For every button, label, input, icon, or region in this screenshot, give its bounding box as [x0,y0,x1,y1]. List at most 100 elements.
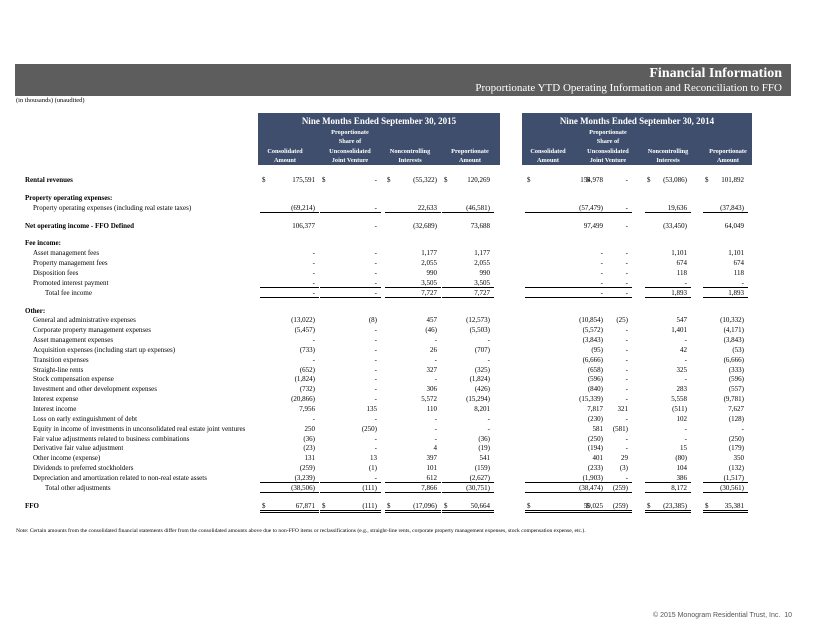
cell: (1,517) [723,473,744,482]
cell: 73,688 [470,221,490,230]
cell: 1,177 [421,249,437,258]
cell: (732) [299,385,315,394]
cell: 581 [592,424,604,433]
underline [584,510,632,512]
cell: 135 [366,405,378,413]
cell: (38,474) [579,483,603,492]
cell: 59,025 [583,501,603,510]
cell: (30,561) [720,483,744,492]
cell: (46) [425,326,437,335]
cell: (179) [728,444,744,453]
underline [320,297,381,299]
underline [525,510,607,512]
cell: - [684,278,687,287]
column-header: Interests [398,157,422,164]
cell: (5,572) [582,326,603,335]
currency: $ [586,176,590,184]
cell: (20,866) [291,395,315,404]
cell: 7,727 [474,288,490,297]
cell: (55,322) [413,176,437,184]
cell: 15 [680,444,687,453]
column-header: Noncontrolling [389,147,431,155]
cell: 674 [676,259,688,268]
cell: 106,377 [292,221,315,230]
row-label: Equity in income of investments in uncon… [33,424,246,433]
underline [320,482,381,484]
row-label: Stock compensation expense [33,375,114,384]
cell: 22,633 [417,203,437,212]
header-bar [15,64,791,96]
row-label: Asset management fees [33,249,100,258]
cell: - [374,473,377,482]
column-header: Unconsolidated [587,147,629,155]
cell: (37,843) [720,203,744,212]
cell: (10,854) [579,316,603,325]
cell: (30,751) [466,483,490,492]
column-header: Noncontrolling [647,147,689,155]
underline [260,297,319,299]
cell: - [600,259,603,268]
underline [645,482,691,484]
cell: - [312,336,315,345]
underline [584,212,632,214]
cell: - [374,345,377,354]
column-header: Amount [273,157,297,164]
cell: 457 [426,316,438,325]
cell: - [374,336,377,345]
cell: (3,843) [723,336,744,345]
cell: (658) [587,365,603,374]
cell: - [434,355,437,364]
cell: (707) [474,345,490,354]
underline [645,287,691,289]
underline [645,297,691,299]
cell: (581) [612,424,628,433]
column-header: Interests [656,157,680,164]
underline [260,510,319,512]
cell: 3,505 [474,278,490,287]
currency: $ [527,176,531,184]
currency: $ [586,501,590,510]
row-label: Acquisition expenses (including start up… [33,345,176,354]
cell: 1,401 [671,326,687,335]
cell: - [625,375,628,384]
cell: 101 [426,464,438,473]
underline [320,492,381,494]
units: (in thousands) (unaudited) [16,97,85,104]
underline [385,492,441,494]
note: Note: Certain amounts from the consolida… [16,528,586,534]
footer: © 2015 Monogram Residential Trust, Inc. … [653,612,792,620]
cell: 350 [733,454,745,463]
cell: 1,101 [671,249,687,258]
cell: (596) [728,375,744,384]
group-title: Nine Months Ended September 30, 2014 [559,116,715,126]
cell: 120,269 [467,176,490,184]
cell: 5,572 [421,395,437,404]
row-label: Total other adjustments [45,483,111,492]
column-header: Proportionate [331,128,369,136]
cell: (23) [303,444,315,453]
currency: $ [647,501,651,510]
cell: - [741,424,744,433]
cell: (6,666) [582,355,603,364]
row-label: Promoted interest payment [33,278,109,287]
cell: 401 [592,454,604,463]
underline [442,212,494,214]
cell: 154,978 [580,176,603,184]
row-label: Transition expenses [33,355,89,364]
column-header: Proportionate [589,128,627,136]
cell: (250) [728,434,744,443]
cell: (15,294) [466,395,490,404]
cell: 990 [426,268,438,277]
cell: - [374,268,377,277]
underline [584,482,632,484]
underline [525,482,607,484]
cell: 8,172 [671,483,687,492]
cell: - [625,336,628,345]
underline [525,287,607,289]
cell: 1,893 [728,288,744,297]
cell: - [487,414,490,423]
row-label: Property operating expenses: [25,193,113,202]
row-label: Dividends to preferred stockholders [33,464,134,473]
underline [260,492,319,494]
